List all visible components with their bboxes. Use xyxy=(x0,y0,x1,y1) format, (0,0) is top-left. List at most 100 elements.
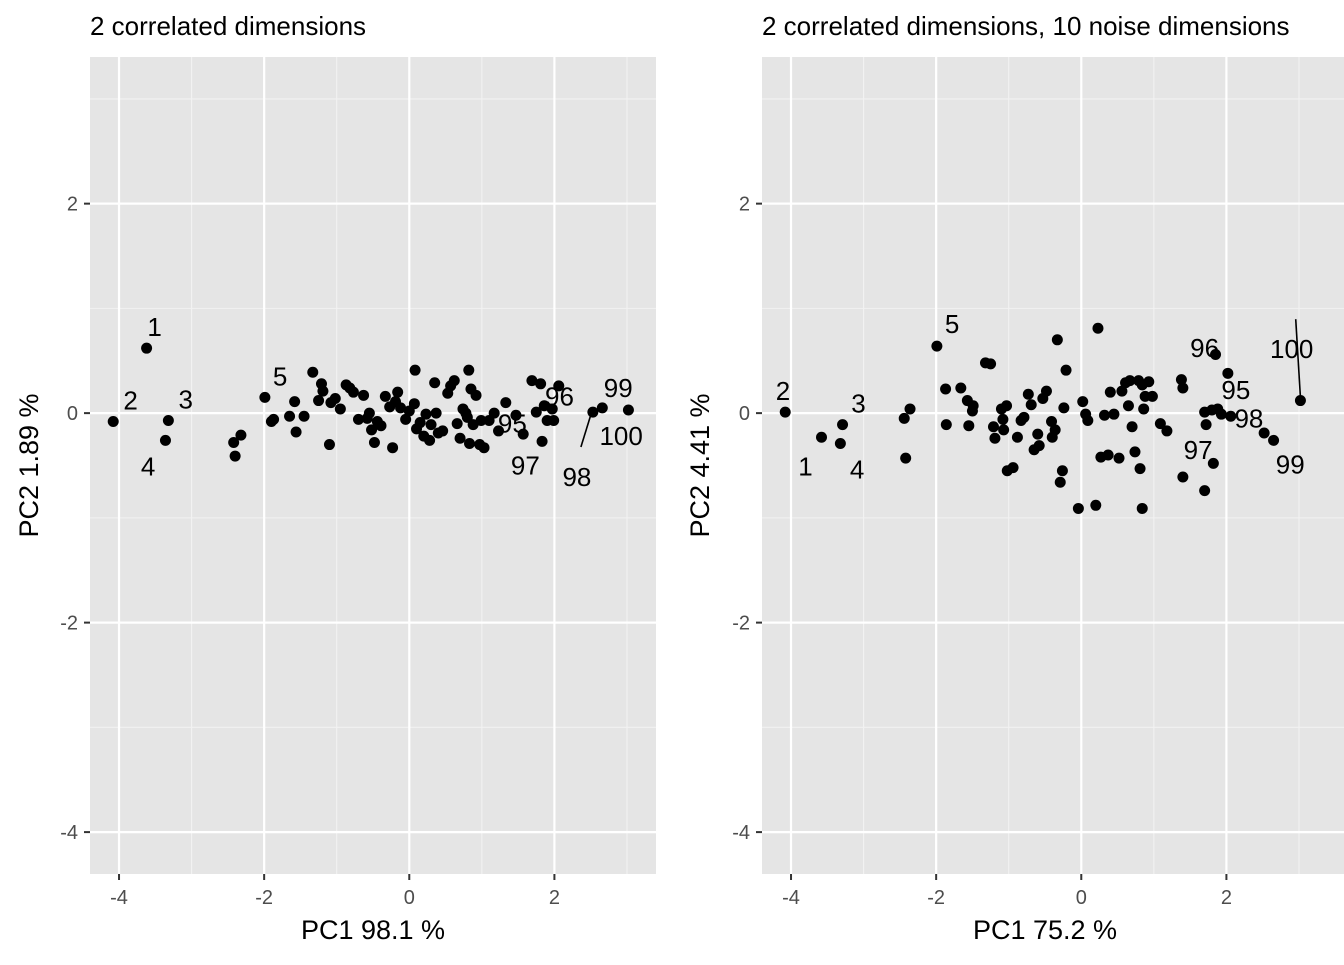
left-x-tick-label: 0 xyxy=(404,887,415,909)
left-chart-panel: -4 -2 0 2 -4 -2 0 2 1 2 3 4 5 95 96 97 98 99 100 2 correlat… xyxy=(14,11,656,945)
right-scatter-point xyxy=(1138,403,1150,415)
left-point-label: 98 xyxy=(562,462,591,492)
left-point-label: 3 xyxy=(179,385,193,415)
left-scatter-point xyxy=(162,414,174,426)
left-scatter-point xyxy=(375,420,387,432)
left-scatter-point xyxy=(536,435,548,447)
left-scatter-point xyxy=(228,436,240,448)
right-scatter-point xyxy=(966,405,978,417)
right-scatter-point xyxy=(1033,440,1045,452)
right-scatter-point xyxy=(1090,499,1102,511)
right-point-label: 99 xyxy=(1276,449,1305,479)
right-point-label: 3 xyxy=(851,389,865,419)
left-scatter-point xyxy=(510,409,522,421)
left-scatter-point xyxy=(298,410,310,422)
right-scatter-point xyxy=(1058,402,1070,414)
left-point-label: 2 xyxy=(123,386,137,416)
left-scatter-point xyxy=(451,418,463,430)
right-scatter-point xyxy=(1129,446,1141,458)
left-x-tick-label: -4 xyxy=(110,887,128,909)
left-scatter-point xyxy=(478,442,490,454)
left-scatter-point xyxy=(548,414,560,426)
right-label-leader-line xyxy=(1294,319,1302,398)
right-scatter-point xyxy=(955,382,967,394)
right-scatter-point xyxy=(963,420,975,432)
right-scatter-point xyxy=(1136,502,1148,514)
left-scatter-point xyxy=(437,425,449,437)
right-scatter-point xyxy=(834,438,846,450)
left-scatter-point xyxy=(323,439,335,451)
right-grid xyxy=(762,57,1344,874)
right-scatter-point xyxy=(1018,411,1030,423)
left-scatter-point xyxy=(284,410,296,422)
left-scatter-point xyxy=(347,386,359,398)
right-scatter-point xyxy=(1177,382,1189,394)
left-scatter-point xyxy=(420,408,432,420)
right-point-label: 98 xyxy=(1234,403,1263,433)
left-scatter-point xyxy=(461,411,473,423)
right-scatter-point xyxy=(1122,400,1134,412)
right-y-tick-label: -2 xyxy=(732,613,750,635)
left-point-label: 4 xyxy=(141,452,155,482)
right-scatter-point xyxy=(1060,364,1072,376)
right-scatter-point xyxy=(1124,375,1136,387)
right-scatter-point xyxy=(1102,449,1114,461)
left-x-tick-label: -2 xyxy=(255,887,273,909)
left-scatter-point xyxy=(289,396,301,408)
left-point-label: 95 xyxy=(498,409,527,439)
left-scatter-point xyxy=(546,403,558,415)
right-scatter-point xyxy=(1134,463,1146,475)
right-x-tick-label: 0 xyxy=(1076,887,1087,909)
left-point-label: 99 xyxy=(604,373,633,403)
left-scatter-point xyxy=(408,398,420,410)
right-scatter-point xyxy=(1146,390,1158,402)
left-scatter-point xyxy=(470,389,482,401)
left-scatter-point xyxy=(464,438,476,450)
right-scatter-point xyxy=(816,431,828,443)
right-scatter-point xyxy=(1022,388,1034,400)
right-point-label: 97 xyxy=(1184,435,1213,465)
left-scatter-point xyxy=(387,442,399,454)
right-scatter-point xyxy=(1077,396,1089,408)
left-scatter-point xyxy=(352,413,364,425)
right-scatter-point xyxy=(1210,348,1222,360)
left-scatter-point xyxy=(159,434,171,446)
right-scatter-point xyxy=(1001,400,1013,412)
left-y-tick-label: 2 xyxy=(67,194,78,216)
right-scatter-point xyxy=(837,419,849,431)
left-scatter-point xyxy=(517,428,529,440)
right-x-axis-label: PC1 75.2 % xyxy=(973,915,1117,945)
left-scatter-point xyxy=(268,413,280,425)
right-scatter-point xyxy=(1092,322,1104,334)
left-scatter-point xyxy=(535,378,547,390)
right-scatter-point xyxy=(1007,462,1019,474)
right-scatter-point xyxy=(1294,395,1306,407)
left-scatter-point xyxy=(596,402,608,414)
right-scatter-point xyxy=(1177,471,1189,483)
left-scatter-point xyxy=(475,414,487,426)
left-point-label: 100 xyxy=(599,421,642,451)
left-scatter-point xyxy=(430,407,442,419)
left-y-axis-label: PC2 1.89 % xyxy=(14,393,44,537)
right-scatter-point xyxy=(931,340,943,352)
right-scatter-point xyxy=(987,421,999,433)
left-scatter-point xyxy=(530,406,542,418)
right-point-label: 5 xyxy=(945,309,959,339)
right-plot-background xyxy=(762,57,1344,874)
left-scatter-point xyxy=(395,402,407,414)
right-point-label: 95 xyxy=(1221,375,1250,405)
right-scatter-point xyxy=(1143,376,1155,388)
left-data-layer: 1 2 3 4 5 95 96 97 98 99 100 xyxy=(107,312,643,492)
right-point-label: 100 xyxy=(1270,334,1313,364)
left-scatter-point xyxy=(379,390,391,402)
right-scatter-point xyxy=(1199,485,1211,497)
left-point-label: 96 xyxy=(545,381,574,411)
left-scatter-point xyxy=(235,429,247,441)
right-scatter-point xyxy=(898,412,910,424)
right-scatter-point xyxy=(1054,476,1066,488)
right-point-label: 4 xyxy=(850,455,864,485)
left-scatter-point xyxy=(409,364,421,376)
right-scatter-point xyxy=(1049,424,1061,436)
